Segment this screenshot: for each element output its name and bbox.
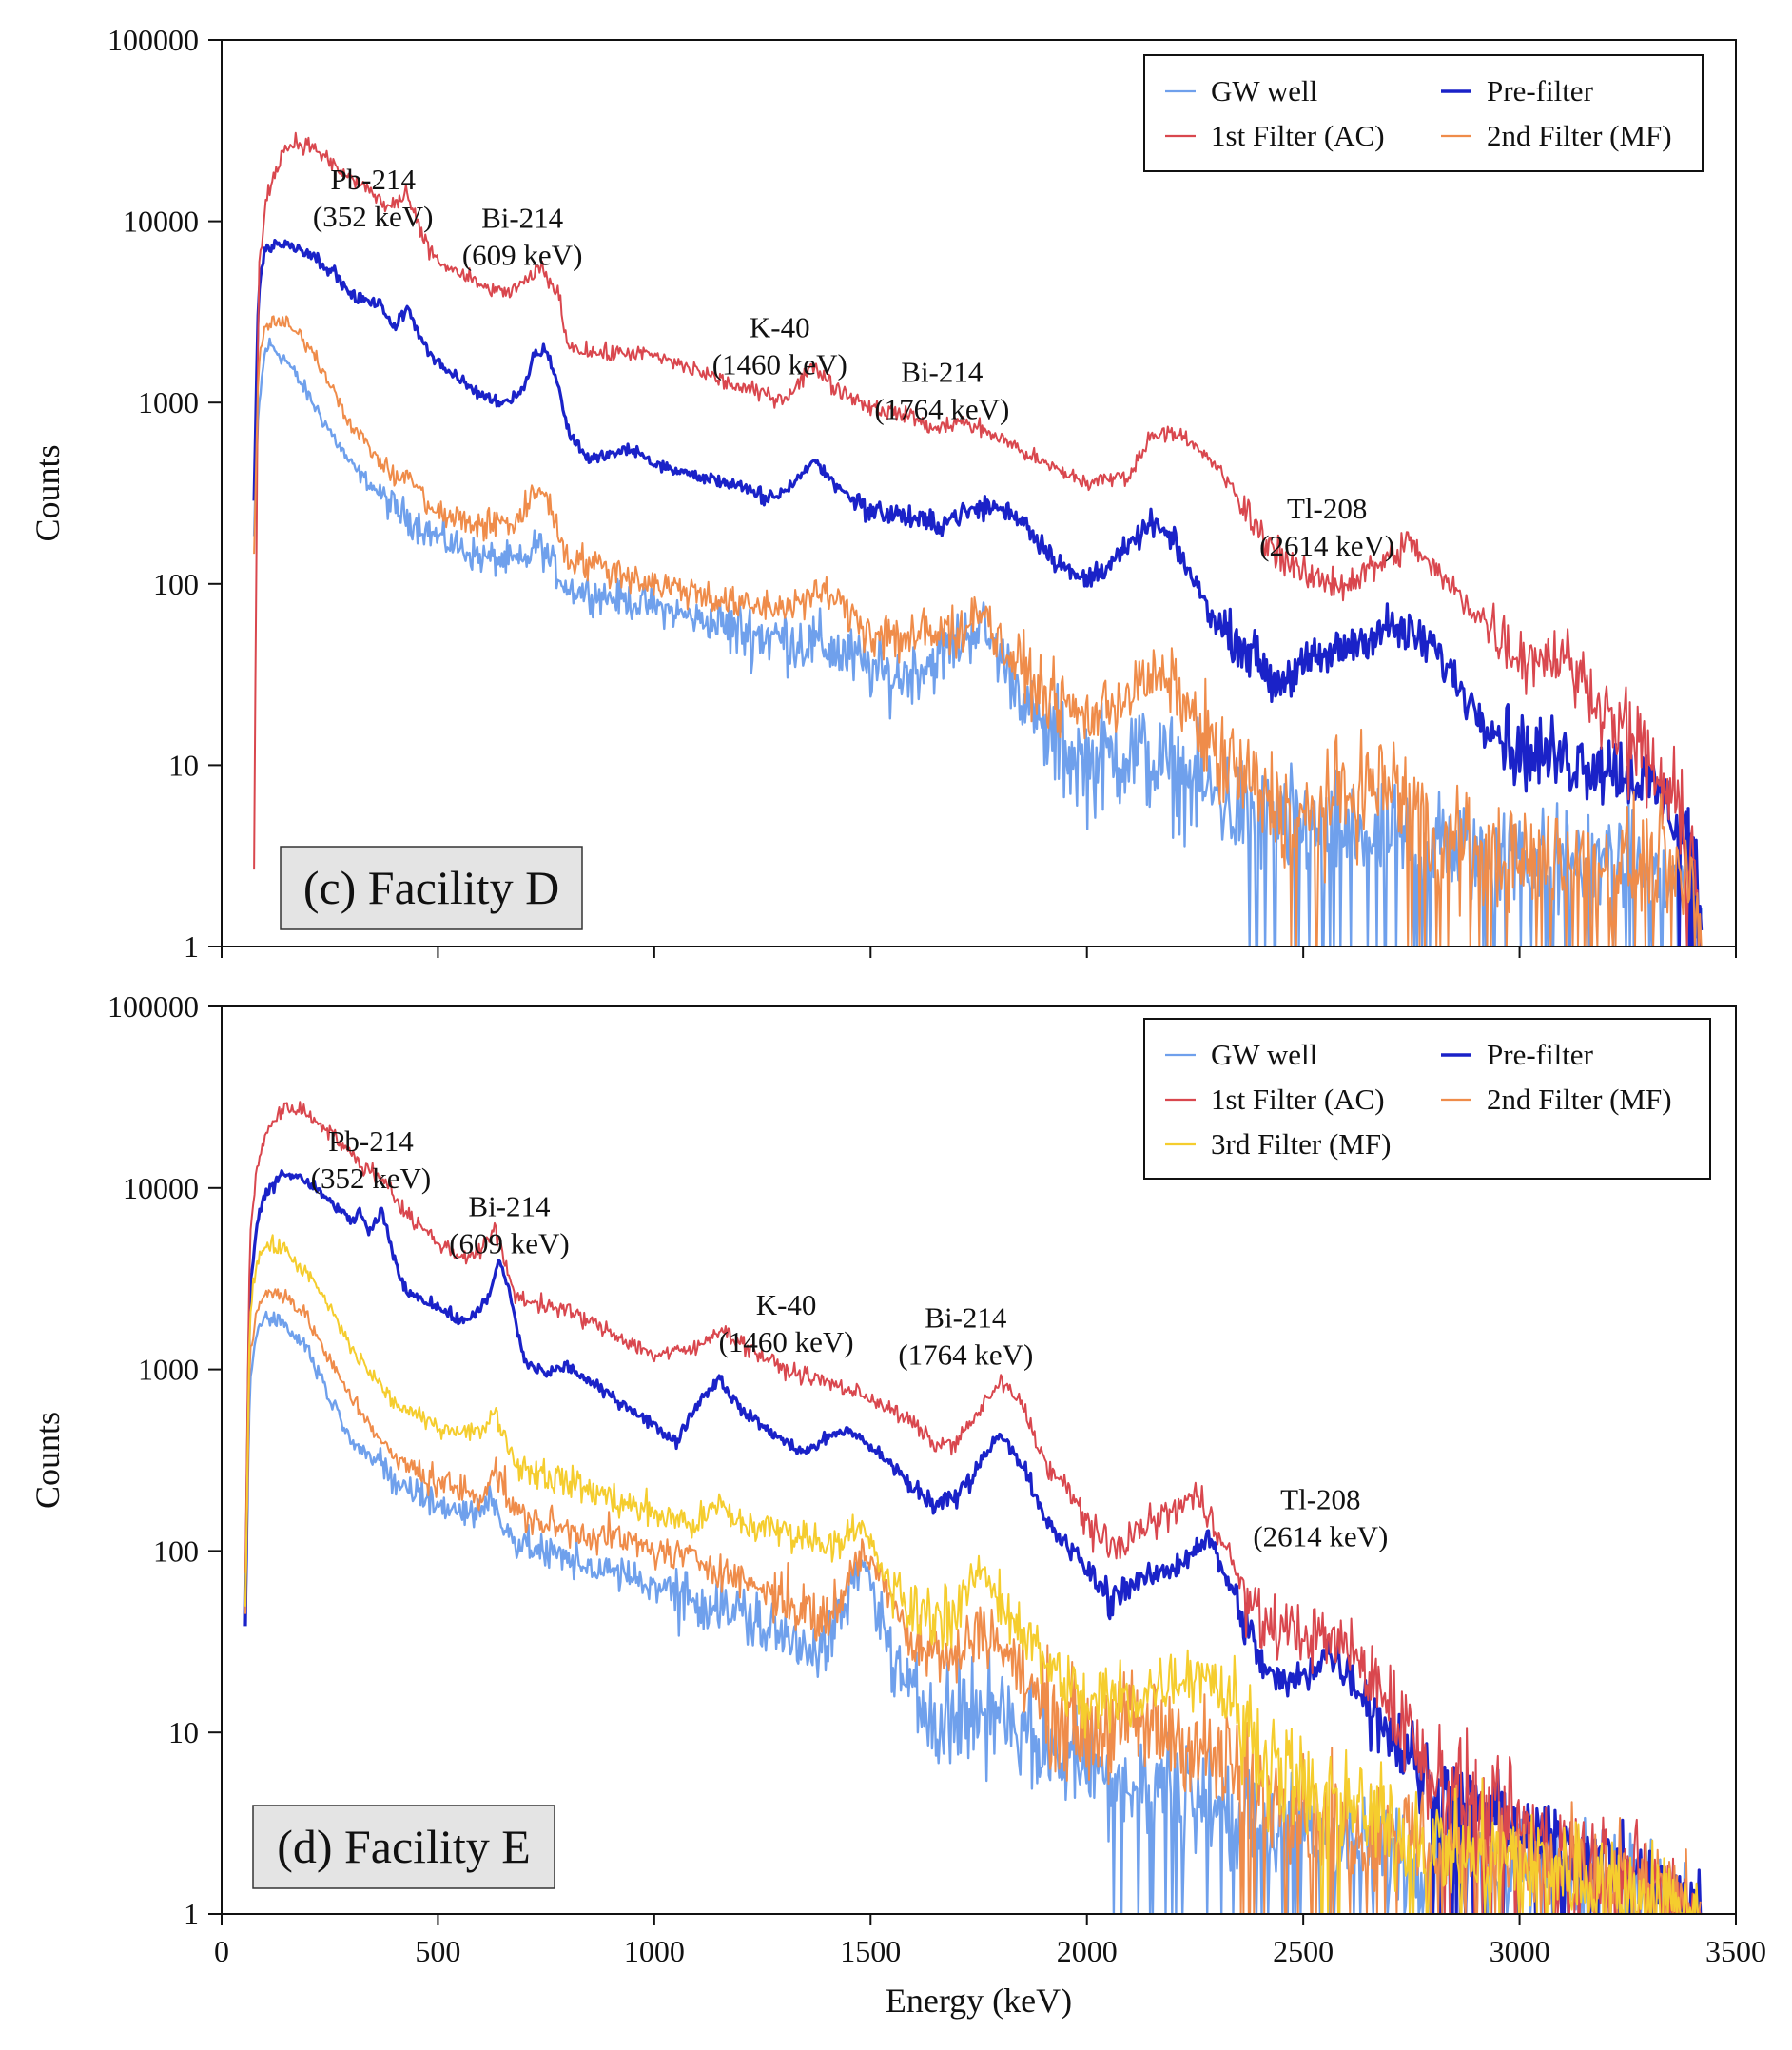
- peak-annotation-energy: (1764 keV): [898, 1338, 1033, 1372]
- peak-annotation-isotope: Bi-214: [925, 1301, 1007, 1335]
- peak-annotation-isotope: K-40: [750, 310, 810, 343]
- panel-facility-d: 1 10 100 1000 10000 100000 Counts Pb-214 (352 ke…: [29, 23, 1737, 964]
- x-tick-label: 3500: [1705, 1934, 1766, 1968]
- legend-label-2nd-filter-mf: 2nd Filter (MF): [1487, 119, 1672, 152]
- legend-label-3rd-filter-mf: 3rd Filter (MF): [1211, 1127, 1391, 1161]
- peak-annotation-k-40: K-40 (1460 keV): [712, 310, 847, 381]
- peak-annotation-tl-208: Tl-208 (2614 keV): [1253, 1482, 1388, 1552]
- x-tick-label: 500: [415, 1934, 460, 1968]
- y-tick-label: 100000: [107, 23, 199, 57]
- legend-label-pre-filter: Pre-filter: [1487, 1038, 1594, 1071]
- legend-box: [1143, 54, 1704, 172]
- x-tick-label: 0: [214, 1934, 229, 1968]
- series-group: [243, 1101, 1703, 1914]
- y-tick-label: 10: [168, 1715, 199, 1749]
- series-line-1st-filter-ac: [244, 1101, 1702, 1914]
- x-tick-label: 1000: [624, 1934, 685, 1968]
- peak-annotation-k-40: K-40 (1460 keV): [719, 1288, 854, 1358]
- x-tick-label: 1500: [840, 1934, 901, 1968]
- peak-annotation-energy: (1460 keV): [712, 347, 847, 381]
- legend-label-1st-filter-ac: 1st Filter (AC): [1211, 1083, 1385, 1116]
- peak-annotation-pb-214: Pb-214 (352 keV): [311, 1124, 432, 1195]
- peak-annotation-isotope: Bi-214: [481, 202, 564, 235]
- facility-title: (d) Facility E: [277, 1820, 531, 1873]
- peak-annotation-bi-214: Bi-214 (609 keV): [449, 1189, 570, 1259]
- peak-annotation-energy: (2614 keV): [1253, 1519, 1388, 1552]
- peak-annotation-energy: (352 keV): [313, 200, 434, 233]
- y-tick-label: 100000: [107, 989, 199, 1024]
- legend-label-1st-filter-ac: 1st Filter (AC): [1211, 119, 1385, 152]
- series-line-3rd-filter-mf: [244, 1234, 1701, 1914]
- legend-label-pre-filter: Pre-filter: [1487, 74, 1594, 107]
- plot-frame: [221, 1005, 1737, 1915]
- x-tick-label: 2500: [1273, 1934, 1334, 1968]
- peak-annotation-energy: (609 keV): [462, 239, 583, 272]
- y-tick-label: 1000: [138, 1353, 199, 1387]
- x-axis-label: Energy (keV): [886, 1982, 1072, 2020]
- y-axis-label: Counts: [29, 444, 67, 541]
- legend: GW well Pre-filter 1st Filter (AC) 2nd Filt…: [1143, 1018, 1711, 1180]
- peak-annotation-bi-214: Bi-214 (609 keV): [462, 202, 583, 272]
- peak-annotation-pb-214: Pb-214 (352 keV): [313, 163, 434, 233]
- peak-annotation-energy: (1764 keV): [874, 392, 1009, 425]
- peak-annotation-isotope: Pb-214: [328, 1124, 414, 1158]
- plot-frame: [221, 39, 1737, 947]
- peak-annotation-energy: (1460 keV): [719, 1325, 854, 1358]
- peak-annotation-bi-214: Bi-214 (1764 keV): [874, 355, 1009, 425]
- peak-annotation-isotope: Bi-214: [901, 355, 984, 388]
- y-axis-label: Counts: [29, 1412, 67, 1509]
- legend-label-gw-well: GW well: [1211, 1038, 1317, 1071]
- series-line-1st-filter-ac: [253, 131, 1703, 947]
- x-tick-label: 3000: [1490, 1934, 1550, 1968]
- panel-facility-e: 1 10 100 1000 10000 100000 0 500 1000 1500 2000 250…: [29, 989, 1766, 2020]
- series-line-2nd-filter-mf: [253, 315, 1703, 947]
- peak-annotation-isotope: Bi-214: [468, 1189, 551, 1222]
- peak-annotation-bi-214: Bi-214 (1764 keV): [898, 1301, 1033, 1372]
- legend: GW well Pre-filter 1st Filter (AC) 2nd Filt…: [1143, 54, 1704, 172]
- series-line-gw-well: [252, 337, 1703, 947]
- legend-label-2nd-filter-mf: 2nd Filter (MF): [1487, 1083, 1672, 1116]
- y-tick-label: 10000: [123, 1171, 199, 1205]
- peak-annotation-isotope: Pb-214: [330, 163, 416, 196]
- y-tick-label: 1: [184, 929, 199, 964]
- peak-annotation-isotope: K-40: [756, 1288, 817, 1321]
- series-group: [252, 131, 1704, 947]
- y-tick-label: 10: [168, 748, 199, 782]
- peak-annotation-isotope: Tl-208: [1280, 1482, 1360, 1515]
- y-tick-label: 100: [153, 567, 199, 601]
- y-tick-label: 10000: [123, 205, 199, 239]
- series-line-pre-filter: [252, 239, 1704, 947]
- legend-label-gw-well: GW well: [1211, 74, 1317, 107]
- peak-annotation-energy: (2614 keV): [1259, 529, 1394, 562]
- peak-annotation-energy: (352 keV): [311, 1162, 432, 1195]
- peak-annotation-energy: (609 keV): [449, 1226, 570, 1259]
- x-tick-label: 2000: [1057, 1934, 1118, 1968]
- peak-annotation-isotope: Tl-208: [1287, 492, 1367, 525]
- y-tick-label: 100: [153, 1533, 199, 1568]
- y-tick-label: 1000: [138, 385, 199, 420]
- y-tick-label: 1: [184, 1897, 199, 1931]
- legend-box: [1143, 1018, 1711, 1180]
- facility-title-box: [252, 1805, 555, 1889]
- peak-annotation-tl-208: Tl-208 (2614 keV): [1259, 492, 1394, 562]
- facility-title: (c) Facility D: [303, 861, 559, 914]
- facility-title-box: [280, 846, 583, 930]
